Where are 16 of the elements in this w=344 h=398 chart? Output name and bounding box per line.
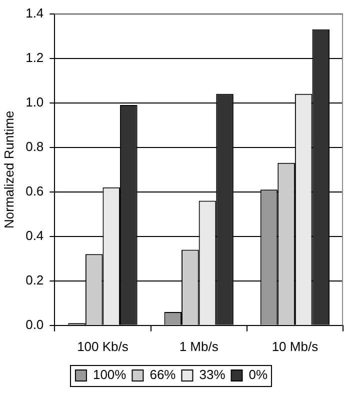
legend-label: 33% <box>199 367 226 382</box>
legend-label: 0% <box>248 367 268 382</box>
y-tick-label: 0.0 <box>26 316 44 332</box>
legend-label: 100% <box>92 367 127 382</box>
y-tick-label: 0.4 <box>26 228 44 243</box>
x-tick-label: 10 Mb/s <box>272 338 319 354</box>
x-tick-label: 1 Mb/s <box>179 338 219 354</box>
y-tick-label: 0.2 <box>26 272 44 288</box>
y-tick-label: 0.6 <box>26 183 44 198</box>
y-tick-label: 1.4 <box>26 5 44 20</box>
y-tick-label: 0.8 <box>26 138 44 154</box>
legend-label: 66% <box>150 367 176 382</box>
y-tick-label: 1.0 <box>26 94 44 110</box>
y-tick-label: 1.2 <box>26 50 44 65</box>
x-tick-label: 100 Kb/s <box>77 338 129 354</box>
y-axis-title: Normalized Runtime <box>1 110 16 228</box>
